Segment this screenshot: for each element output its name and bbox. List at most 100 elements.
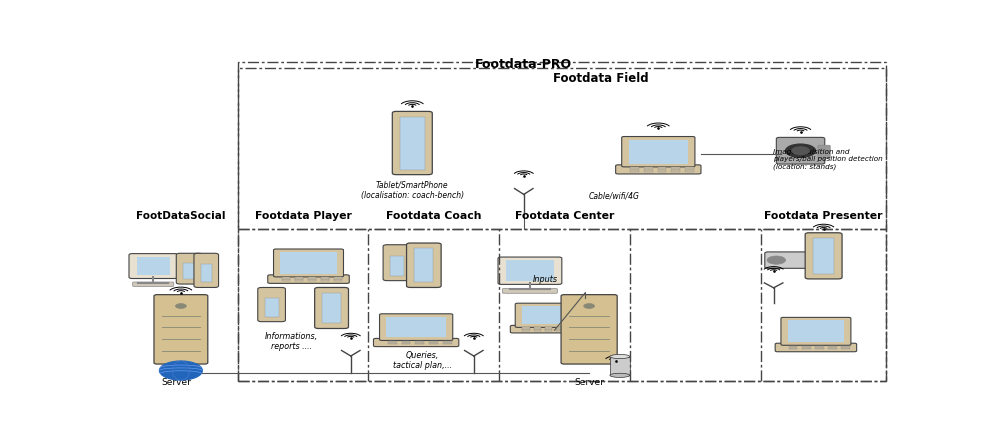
Bar [295,279,304,281]
FancyBboxPatch shape [781,317,851,345]
Bar [523,328,530,329]
Bar [812,238,834,274]
FancyBboxPatch shape [510,325,580,333]
Bar [556,329,562,331]
Bar [442,341,451,342]
Bar [184,262,195,279]
Bar [684,167,693,169]
Bar [629,139,688,164]
Bar [390,256,404,275]
Text: Server: Server [162,377,191,387]
FancyBboxPatch shape [154,295,207,364]
Bar [545,328,552,329]
Circle shape [792,147,809,155]
Bar [803,348,810,349]
FancyBboxPatch shape [561,295,617,364]
Text: Footdata Coach: Footdata Coach [386,211,481,221]
Bar [828,348,836,349]
FancyBboxPatch shape [383,245,411,281]
Text: FootDataSocial: FootDataSocial [136,211,225,221]
Bar [334,277,342,279]
Circle shape [767,256,786,264]
Bar [815,345,823,347]
Bar [789,345,798,347]
FancyBboxPatch shape [380,314,452,341]
Bar [644,167,653,169]
FancyBboxPatch shape [806,233,842,279]
FancyBboxPatch shape [314,287,348,329]
Circle shape [176,304,186,309]
Bar [803,345,810,347]
Bar [815,348,823,349]
FancyBboxPatch shape [392,111,433,174]
Bar [320,277,329,279]
Bar [415,248,434,282]
Bar [841,348,850,349]
Bar [400,116,425,170]
FancyBboxPatch shape [194,253,218,287]
Bar [566,329,574,331]
Ellipse shape [610,354,630,359]
Bar [320,279,329,281]
FancyBboxPatch shape [129,254,178,278]
FancyBboxPatch shape [258,287,286,321]
FancyBboxPatch shape [515,303,575,327]
Bar [630,167,639,169]
FancyBboxPatch shape [407,243,441,287]
Bar [430,343,437,345]
FancyBboxPatch shape [817,145,830,159]
Text: Footdata Center: Footdata Center [515,211,614,221]
Bar [534,329,541,331]
Bar [788,321,844,342]
FancyBboxPatch shape [274,249,343,277]
FancyBboxPatch shape [775,343,857,352]
Bar [672,167,681,169]
Bar [610,357,630,375]
FancyBboxPatch shape [622,136,695,167]
Bar [841,345,850,347]
Bar [416,341,425,342]
Text: Footdata Player: Footdata Player [255,211,351,221]
Bar [402,343,411,345]
Bar [672,170,681,171]
FancyBboxPatch shape [765,252,813,268]
Bar [684,170,693,171]
FancyBboxPatch shape [268,275,349,283]
Bar [308,279,316,281]
Bar [630,170,639,171]
Ellipse shape [610,373,630,377]
Bar [282,279,290,281]
Text: Cable/wifi/4G: Cable/wifi/4G [589,192,640,201]
Text: Image aquisition and
players/ball position detection
(location: stands): Image aquisition and players/ball positi… [773,149,883,170]
Bar [137,257,170,275]
Bar [282,277,290,279]
Bar [334,279,342,281]
Bar [322,293,341,323]
Bar [387,317,445,337]
Bar [265,298,279,317]
Bar [281,252,336,274]
Bar [416,343,425,345]
Bar [402,341,411,342]
Text: Footdata-PRO: Footdata-PRO [475,59,572,71]
Bar [388,341,397,342]
Circle shape [160,361,202,380]
Bar [534,328,541,329]
Text: Informations,
reports ....: Informations, reports .... [265,332,318,351]
Bar [522,306,568,324]
Bar [238,67,886,230]
Circle shape [786,144,815,158]
FancyBboxPatch shape [502,289,558,293]
Bar [789,348,798,349]
Bar [523,329,530,331]
Bar [238,62,886,381]
Circle shape [583,304,594,309]
Bar [566,328,574,329]
Bar [388,343,397,345]
Text: Inputs: Inputs [533,275,558,284]
Bar [442,343,451,345]
Text: Queries,
tactical plan,...: Queries, tactical plan,... [393,351,452,370]
Bar [556,328,562,329]
Bar [506,261,555,281]
Text: Server: Server [574,377,604,387]
